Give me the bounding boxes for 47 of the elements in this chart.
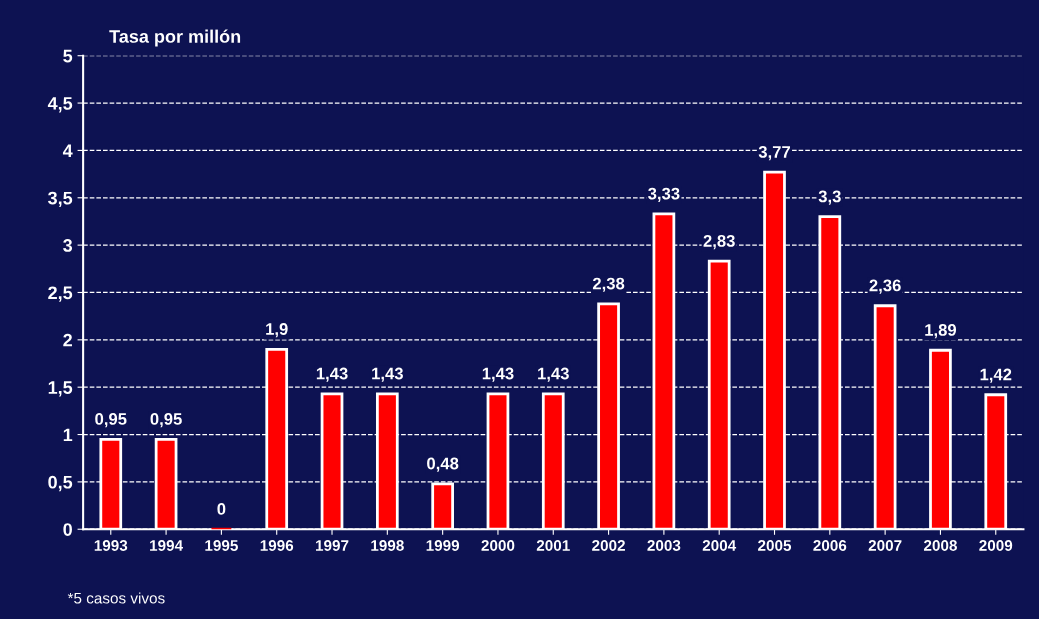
x-tick-label: 1996 <box>260 540 294 551</box>
data-label: 3,77 <box>758 145 790 161</box>
data-label: 2,36 <box>869 279 901 294</box>
x-tick-label: 2000 <box>481 540 515 551</box>
y-tick-label: 1 <box>63 428 73 442</box>
x-tick-label: 1993 <box>94 540 128 551</box>
data-label: 0,95 <box>95 413 127 428</box>
data-label: 1,9 <box>266 323 288 338</box>
x-tick-label: 2009 <box>979 540 1013 551</box>
x-tick-label: 1998 <box>371 540 404 551</box>
data-label: 2,38 <box>592 277 625 292</box>
y-tick-label: 2,5 <box>48 286 73 302</box>
y-tick-label: 1,5 <box>48 381 73 397</box>
y-axis-title: Tasa por millón <box>109 29 241 47</box>
data-label: 3,33 <box>648 187 680 202</box>
data-label: 1,43 <box>538 367 569 382</box>
data-label: 1,42 <box>980 368 1012 383</box>
y-tick-label: 0,5 <box>48 475 73 492</box>
y-tick-label: 2 <box>63 333 72 347</box>
data-label: 1,43 <box>372 367 403 382</box>
x-tick-label: 2002 <box>592 540 625 551</box>
x-tick-label: 2003 <box>647 540 681 551</box>
x-tick-label: 2008 <box>923 540 957 551</box>
x-tick-label: 2001 <box>536 540 570 551</box>
y-tick-label: 3 <box>63 239 73 252</box>
x-tick-label: 1994 <box>150 540 183 551</box>
x-tick-label: 2006 <box>813 540 847 551</box>
x-tick-label: 1999 <box>426 540 460 551</box>
y-tick-label: 5 <box>63 49 73 63</box>
x-tick-label: 2004 <box>702 540 737 551</box>
y-tick-label: 0 <box>63 523 72 536</box>
text: *5 casos vivos <box>67 592 165 604</box>
data-label: 0,95 <box>150 413 182 428</box>
data-label: 1,43 <box>316 367 348 382</box>
x-tick-label: 2007 <box>868 540 902 551</box>
x-tick-label: 1995 <box>205 540 238 551</box>
data-label: 2,83 <box>703 235 735 250</box>
data-label: 1,43 <box>482 367 514 382</box>
data-label: 3,3 <box>818 190 841 205</box>
data-label: 0 <box>217 503 226 515</box>
x-tick-label: 1997 <box>315 540 349 551</box>
data-label: 1,89 <box>925 324 957 339</box>
x-tick-label: 2005 <box>758 540 792 551</box>
y-tick-label: 3,5 <box>48 191 73 208</box>
y-tick-label: 4 <box>62 144 73 157</box>
data-label: 0,48 <box>427 457 459 472</box>
y-tick-label: 4,5 <box>47 97 73 113</box>
